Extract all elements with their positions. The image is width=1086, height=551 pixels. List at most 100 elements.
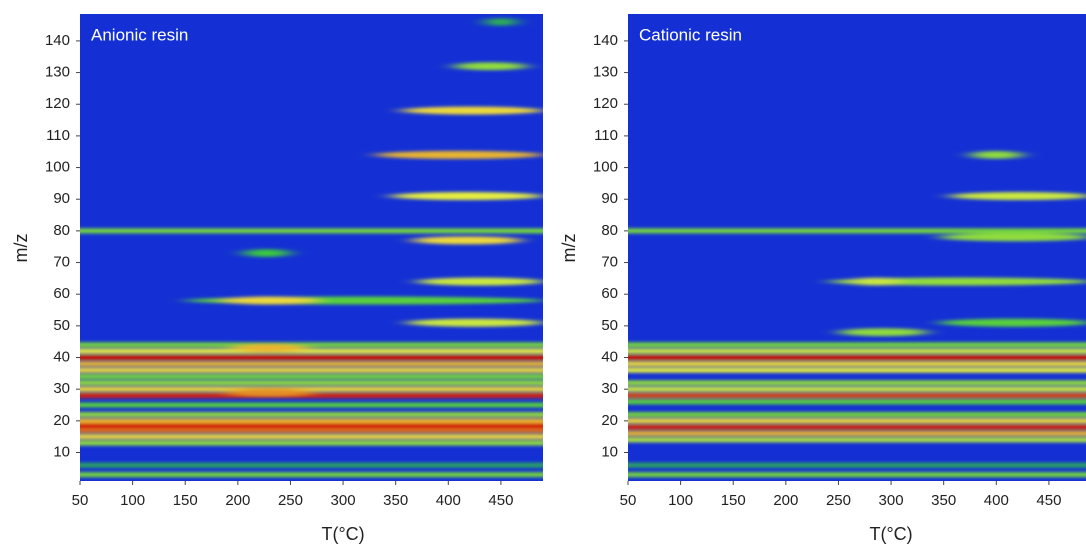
intensity-band — [374, 150, 543, 159]
intensity-band — [628, 418, 1086, 424]
intensity-band — [80, 412, 543, 418]
x-tick-label: 50 — [72, 492, 89, 509]
y-tick-label: 130 — [593, 64, 618, 81]
x-tick-label: 250 — [278, 492, 303, 509]
intensity-band — [453, 62, 528, 71]
intensity-band — [969, 150, 1023, 159]
y-tick-label: 20 — [53, 412, 70, 429]
panel-label: Anionic resin — [91, 25, 188, 44]
intensity-band — [406, 318, 543, 327]
intensity-band — [222, 296, 317, 305]
y-tick-label: 70 — [601, 254, 618, 271]
intensity-band — [80, 355, 543, 361]
x-tick-label: 350 — [931, 492, 956, 509]
intensity-band — [400, 106, 543, 115]
intensity-band — [938, 318, 1086, 327]
x-tick-label: 150 — [721, 492, 746, 509]
background — [80, 14, 543, 481]
y-tick-label: 120 — [45, 95, 70, 112]
x-tick-label: 100 — [120, 492, 145, 509]
intensity-band — [80, 386, 543, 392]
y-tick-label: 120 — [593, 95, 618, 112]
y-tick-label: 10 — [53, 443, 70, 460]
y-tick-label: 50 — [53, 317, 70, 334]
intensity-band — [628, 462, 1086, 468]
y-tick-label: 40 — [601, 348, 618, 365]
x-tick-label: 100 — [668, 492, 693, 509]
y-tick-label: 140 — [45, 32, 70, 49]
x-tick-label: 150 — [173, 492, 198, 509]
intensity-band — [80, 427, 543, 433]
plot-area — [80, 14, 543, 481]
intensity-band — [390, 192, 543, 201]
intensity-band — [628, 367, 1086, 373]
intensity-band — [80, 402, 543, 408]
y-tick-label: 80 — [53, 222, 70, 239]
intensity-band — [485, 17, 517, 26]
y-tick-label: 50 — [601, 317, 618, 334]
intensity-band — [80, 423, 543, 429]
y-tick-label: 140 — [593, 32, 618, 49]
x-axis-title: T(°C) — [869, 524, 912, 544]
intensity-band — [243, 249, 291, 258]
intensity-band — [227, 388, 312, 397]
y-tick-label: 60 — [601, 285, 618, 302]
y-tick-label: 60 — [53, 285, 70, 302]
y-tick-label: 10 — [601, 443, 618, 460]
intensity-band — [628, 472, 1086, 478]
y-tick-label: 110 — [594, 127, 618, 144]
intensity-band — [628, 393, 1086, 399]
intensity-band — [948, 192, 1086, 201]
intensity-band — [232, 344, 307, 353]
bands — [80, 17, 543, 478]
panel-label: Cationic resin — [639, 25, 742, 44]
intensity-band — [628, 424, 1086, 430]
intensity-band — [938, 233, 1086, 242]
intensity-band — [628, 380, 1086, 386]
intensity-band — [628, 399, 1086, 405]
intensity-band — [80, 367, 543, 373]
intensity-band — [80, 440, 543, 446]
x-tick-label: 250 — [826, 492, 851, 509]
intensity-band — [80, 228, 543, 234]
intensity-band — [628, 228, 1086, 234]
x-tick-label: 450 — [488, 492, 513, 509]
intensity-band — [628, 431, 1086, 437]
intensity-band — [848, 277, 902, 286]
x-tick-label: 50 — [620, 492, 637, 509]
intensity-band — [628, 437, 1086, 443]
intensity-band — [80, 374, 543, 380]
x-tick-label: 300 — [879, 492, 904, 509]
y-tick-label: 100 — [45, 159, 70, 176]
y-tick-label: 30 — [601, 380, 618, 397]
intensity-band — [411, 236, 522, 245]
intensity-band — [80, 361, 543, 367]
intensity-band — [628, 386, 1086, 392]
y-tick-label: 80 — [601, 222, 618, 239]
y-tick-label: 40 — [53, 348, 70, 365]
intensity-band — [80, 462, 543, 468]
intensity-band — [80, 418, 543, 424]
x-tick-label: 200 — [773, 492, 798, 509]
background — [628, 14, 1086, 481]
bands — [628, 150, 1086, 478]
x-axis-title: T(°C) — [321, 524, 364, 544]
intensity-band — [80, 342, 543, 348]
x-tick-label: 400 — [436, 492, 461, 509]
x-tick-label: 450 — [1036, 492, 1061, 509]
x-tick-label: 350 — [383, 492, 408, 509]
y-tick-label: 90 — [601, 190, 618, 207]
y-tick-label: 130 — [45, 64, 70, 81]
intensity-band — [80, 434, 543, 440]
x-tick-label: 200 — [225, 492, 250, 509]
y-tick-label: 30 — [53, 380, 70, 397]
y-tick-label: 110 — [46, 127, 70, 144]
y-tick-label: 20 — [601, 412, 618, 429]
intensity-band — [628, 348, 1086, 354]
intensity-band — [80, 380, 543, 386]
y-tick-label: 90 — [53, 190, 70, 207]
x-tick-label: 400 — [984, 492, 1009, 509]
intensity-band — [80, 348, 543, 354]
intensity-band — [628, 361, 1086, 367]
